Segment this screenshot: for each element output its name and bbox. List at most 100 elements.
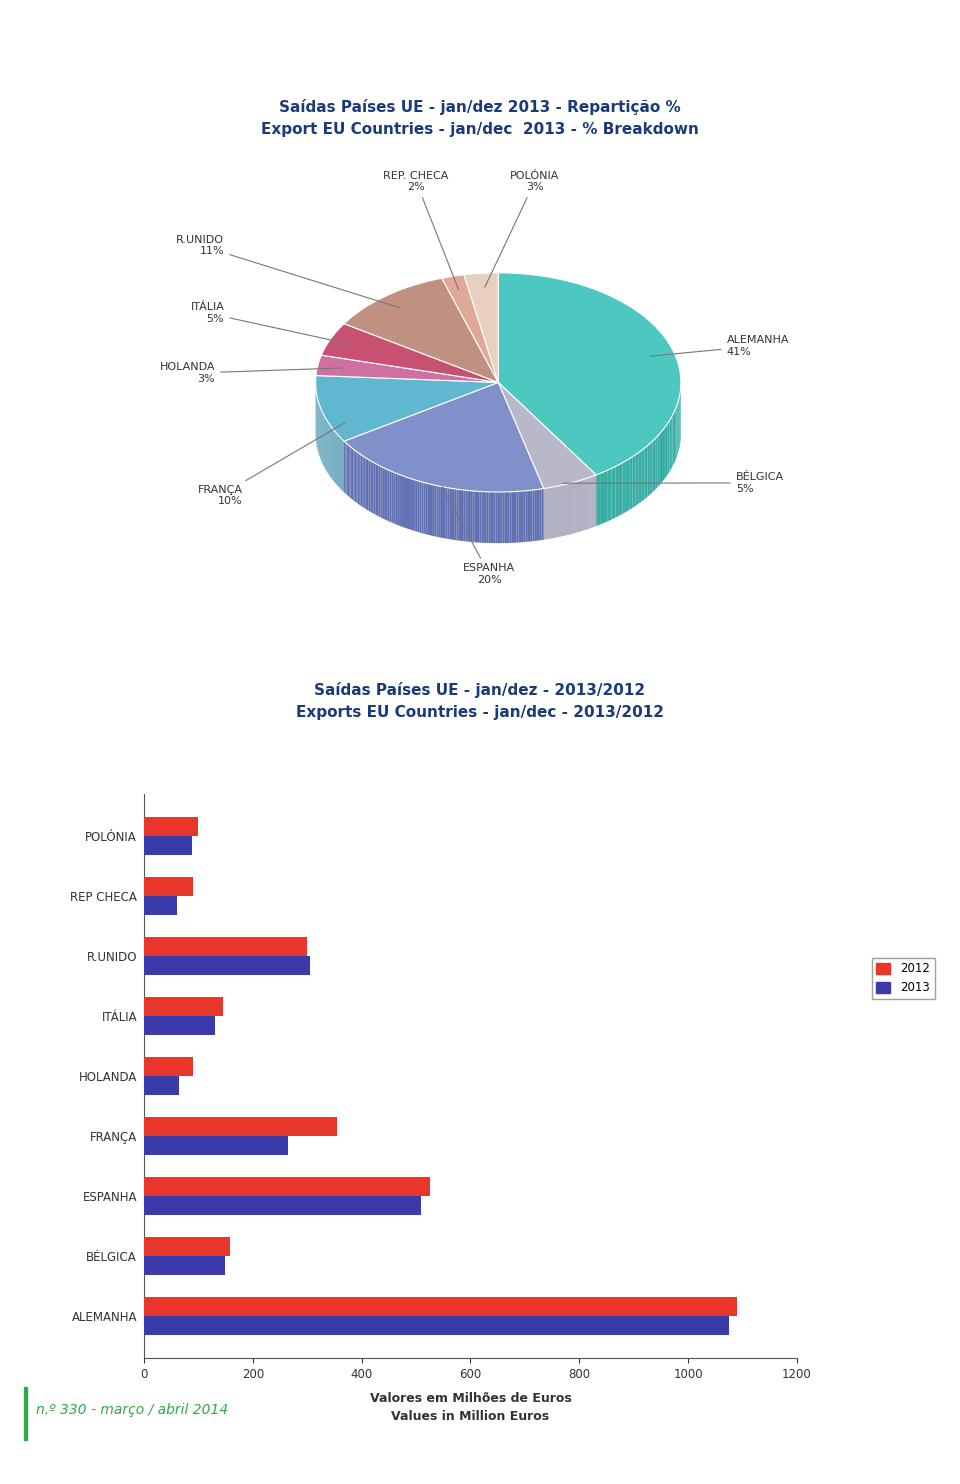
Polygon shape: [600, 472, 604, 524]
Polygon shape: [666, 423, 668, 476]
Polygon shape: [350, 447, 352, 499]
Polygon shape: [474, 491, 477, 542]
Bar: [24, 1386, 27, 1439]
Polygon shape: [432, 485, 434, 536]
Polygon shape: [464, 490, 466, 542]
Polygon shape: [425, 482, 428, 534]
Text: POLÓNIA
3%: POLÓNIA 3%: [485, 171, 560, 288]
X-axis label: Valores em Milhões de Euros
Values in Million Euros: Valores em Milhões de Euros Values in Mi…: [370, 1392, 571, 1423]
Text: HOLANDA
3%: HOLANDA 3%: [159, 362, 342, 384]
Polygon shape: [470, 491, 472, 542]
Polygon shape: [535, 490, 537, 542]
Polygon shape: [461, 490, 464, 542]
Polygon shape: [502, 491, 505, 543]
Polygon shape: [316, 375, 498, 441]
Polygon shape: [382, 467, 384, 519]
Text: Saídas Países UE - jan/dez 2013 - Repartição %
Export EU Countries - jan/dec  20: Saídas Países UE - jan/dez 2013 - Repart…: [261, 98, 699, 137]
Text: ITÁLIA
5%: ITÁLIA 5%: [190, 303, 353, 344]
Bar: [144, 1297, 737, 1316]
Polygon shape: [671, 416, 673, 469]
Polygon shape: [442, 275, 498, 383]
Polygon shape: [636, 453, 638, 506]
Polygon shape: [349, 445, 350, 499]
Polygon shape: [541, 488, 543, 540]
Polygon shape: [622, 462, 626, 513]
Polygon shape: [366, 457, 367, 509]
Polygon shape: [367, 459, 369, 510]
Polygon shape: [477, 491, 479, 543]
Polygon shape: [459, 490, 461, 540]
Polygon shape: [418, 481, 420, 533]
Text: 8: 8: [13, 1457, 23, 1472]
Polygon shape: [347, 444, 348, 496]
Polygon shape: [411, 479, 413, 530]
Polygon shape: [479, 491, 482, 543]
Bar: [144, 1316, 729, 1336]
Polygon shape: [413, 479, 415, 531]
Polygon shape: [364, 457, 366, 509]
Polygon shape: [344, 383, 543, 493]
Polygon shape: [656, 436, 658, 490]
Polygon shape: [530, 490, 533, 542]
Text: R.UNIDO
11%: R.UNIDO 11%: [177, 234, 400, 309]
Polygon shape: [392, 472, 394, 524]
Polygon shape: [677, 404, 678, 459]
Polygon shape: [421, 482, 423, 534]
Bar: [144, 1177, 430, 1196]
Polygon shape: [486, 491, 489, 543]
Polygon shape: [642, 448, 645, 502]
Polygon shape: [456, 490, 459, 540]
Polygon shape: [405, 476, 407, 528]
Polygon shape: [650, 441, 653, 494]
Polygon shape: [498, 273, 681, 475]
Polygon shape: [638, 450, 642, 503]
Text: FRANÇA
10%: FRANÇA 10%: [198, 423, 346, 506]
Polygon shape: [356, 451, 358, 503]
Polygon shape: [447, 488, 449, 539]
Polygon shape: [468, 491, 470, 542]
Polygon shape: [645, 445, 647, 499]
Polygon shape: [507, 491, 510, 543]
Polygon shape: [441, 487, 443, 539]
Polygon shape: [495, 493, 498, 543]
Polygon shape: [518, 491, 521, 543]
Polygon shape: [394, 472, 396, 524]
Polygon shape: [369, 460, 371, 512]
Polygon shape: [379, 466, 380, 518]
Polygon shape: [516, 491, 518, 543]
Polygon shape: [537, 490, 540, 540]
Bar: [144, 997, 223, 1017]
Polygon shape: [466, 490, 468, 542]
Polygon shape: [386, 469, 388, 521]
Polygon shape: [355, 450, 356, 503]
Bar: [144, 1196, 421, 1215]
Polygon shape: [403, 476, 405, 528]
Polygon shape: [437, 485, 439, 537]
Bar: [144, 1135, 288, 1155]
Bar: [144, 936, 307, 956]
Bar: [144, 896, 177, 916]
Bar: [144, 835, 192, 855]
Polygon shape: [484, 491, 486, 543]
Polygon shape: [409, 478, 411, 530]
Polygon shape: [316, 355, 498, 383]
Text: BÉLGICA
5%: BÉLGICA 5%: [563, 472, 783, 494]
Polygon shape: [362, 456, 364, 508]
Polygon shape: [489, 491, 491, 543]
Polygon shape: [452, 488, 454, 540]
Polygon shape: [371, 460, 372, 512]
Polygon shape: [358, 453, 359, 505]
Polygon shape: [505, 491, 507, 543]
Bar: [144, 956, 310, 975]
Polygon shape: [604, 470, 608, 522]
Polygon shape: [498, 493, 500, 543]
Polygon shape: [510, 491, 512, 543]
Polygon shape: [430, 484, 432, 536]
Bar: [144, 1017, 215, 1036]
Polygon shape: [388, 469, 390, 522]
Bar: [144, 877, 193, 896]
Polygon shape: [664, 426, 666, 479]
Text: n.º 330 - março / abril 2014: n.º 330 - março / abril 2014: [36, 1404, 228, 1417]
Bar: [144, 1116, 337, 1135]
Text: COMÉRCIO EXTERNO: COMÉRCIO EXTERNO: [24, 19, 266, 40]
